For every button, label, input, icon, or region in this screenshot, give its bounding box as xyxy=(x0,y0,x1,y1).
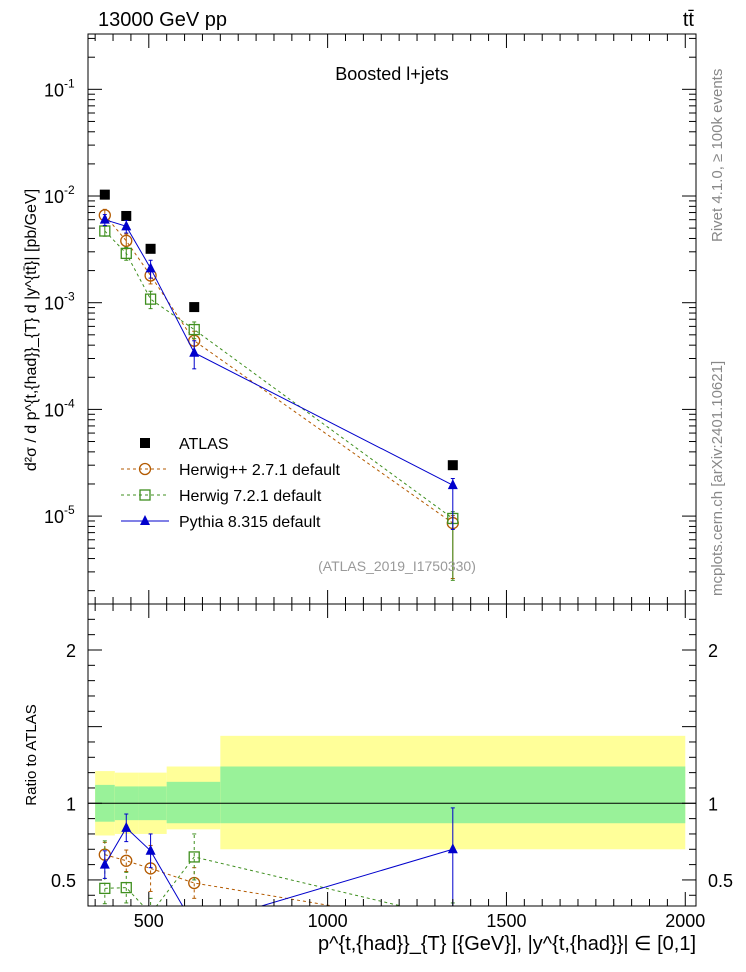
chart-title: Boosted l+jets xyxy=(335,64,449,84)
pythia-8-315-default-ratio-point xyxy=(99,858,110,869)
pythia-8-315-default-ratio-point xyxy=(189,920,199,930)
x-tick-label: 2000 xyxy=(665,911,705,931)
atlas-point xyxy=(121,210,132,221)
ratio-ylabel-group: Ratio to ATLAS xyxy=(23,704,40,805)
legend-marker-atlas xyxy=(140,438,150,448)
pythia-8-315-default-ratio-point xyxy=(145,844,156,855)
rivet-label: Rivet 4.1.0, ≥ 100k events xyxy=(709,69,726,242)
y-tick-label-exponent: -5 xyxy=(64,503,75,517)
ratio-axis-ticks: 0.5 0.5 1 1 2 2 500 1000 1500 2000 xyxy=(51,604,733,931)
pythia-8-315-default-line xyxy=(104,219,454,486)
herwig-7-2-1-default-point xyxy=(144,293,157,305)
main-ylabel: d²σ / d p^{t,{had}}_{T} d |y^{tt̄}| [pb/… xyxy=(23,189,40,471)
legend-marker-pythia-8-315-default xyxy=(140,515,150,525)
atlas-point xyxy=(99,189,110,200)
herwig-7-2-1-default-line xyxy=(104,230,454,519)
pythia-8-315-default-point xyxy=(447,479,458,490)
y-tick-label: 10 xyxy=(44,507,64,527)
ratio-frame xyxy=(87,603,697,907)
ratio-bands xyxy=(88,735,696,850)
y-tick-label: 10 xyxy=(44,400,64,420)
ratio-data-clipped xyxy=(98,807,458,931)
x-tick-label: 1000 xyxy=(308,911,348,931)
y-tick-label: 10 xyxy=(44,187,64,207)
herwig-2-7-1-default-ratio-line xyxy=(104,854,336,906)
pythia-8-315-default-point xyxy=(121,220,132,231)
legend: ATLAS Herwig++ 2.7.1 default Herwig 7.2.1 … xyxy=(121,436,341,531)
legend-label-atlas: ATLAS xyxy=(179,436,229,453)
atlas-point xyxy=(447,460,458,471)
herwig-2-7-1-default-ratio-point xyxy=(120,854,133,867)
main-ylabel-group: d²σ / d p^{t,{had}}_{T} d |y^{tt̄}| [pb/… xyxy=(23,189,40,471)
main-data xyxy=(98,189,459,581)
herwig-7-2-1-default-point xyxy=(120,247,132,260)
herwig-2-7-1-default-ratio-point xyxy=(447,920,458,931)
legend-marker-herwig-2-7-1-default xyxy=(138,462,152,476)
y-tick-label-exponent: -3 xyxy=(64,290,75,304)
ratio-y-tick-label: 1 xyxy=(66,794,76,814)
x-tick-label: 1500 xyxy=(486,911,526,931)
legend-label-herwig-2-7-1-default: Herwig++ 2.7.1 default xyxy=(179,462,341,479)
herwig-7-2-1-default-ratio-point xyxy=(99,882,111,895)
herwig-2-7-1-default-line xyxy=(104,214,454,524)
mcplots-label: mcplots.cern.ch [arXiv:2401.10621] xyxy=(709,361,726,596)
herwig-7-2-1-default-ratio-point xyxy=(188,851,200,863)
herwig-7-2-1-default-ratio-line xyxy=(104,856,404,906)
herwig-7-2-1-default-point xyxy=(188,323,200,336)
legend-label-herwig-7-2-1-default: Herwig 7.2.1 default xyxy=(179,488,322,505)
ratio-ylabel: Ratio to ATLAS xyxy=(23,704,40,805)
main-axis-ticks: 10-510-410-310-210-1 xyxy=(44,34,696,604)
y-tick-label-exponent: -1 xyxy=(64,76,75,90)
herwig-7-2-1-default-point xyxy=(99,225,111,237)
y-tick-label: 10 xyxy=(44,80,64,100)
y-tick-label-exponent: -2 xyxy=(64,183,75,197)
ratio-y-tick-label-right: 0.5 xyxy=(708,871,733,891)
ratio-data xyxy=(98,807,458,931)
pythia-8-315-default-ratio-point xyxy=(447,843,458,854)
ratio-y-tick-label-right: 2 xyxy=(708,641,718,661)
herwig-7-2-1-default-ratio-point xyxy=(120,881,132,894)
x-axis-label: p^{t,{had}}_{T} [{GeV}], |y^{t,{had}}| ∈… xyxy=(318,933,696,955)
y-tick-label-exponent: -4 xyxy=(64,396,75,410)
herwig-2-7-1-default-point xyxy=(120,234,133,247)
atlas-point xyxy=(189,302,200,313)
process-label: tt̄ xyxy=(683,9,695,31)
legend-label-pythia-8-315-default: Pythia 8.315 default xyxy=(179,514,321,531)
x-tick-label: 500 xyxy=(134,911,164,931)
main-panel: 10-510-410-310-210-1 Boosted l+jets (ATL… xyxy=(23,33,697,605)
ratio-band-inner xyxy=(166,781,221,824)
pythia-8-315-default-point xyxy=(189,346,200,357)
pythia-8-315-default-point xyxy=(145,262,156,273)
y-tick-label: 10 xyxy=(44,294,64,314)
pythia-8-315-default-ratio-point xyxy=(121,821,132,832)
ratio-y-tick-label: 0.5 xyxy=(51,871,76,891)
herwig-7-2-1-default-ratio-point xyxy=(448,913,458,923)
energy-label: 13000 GeV pp xyxy=(98,9,227,31)
ratio-panel: 0.5 0.5 1 1 2 2 500 1000 1500 2000 Ratio to ATLAS… xyxy=(23,603,733,955)
watermark: (ATLAS_2019_I1750330) xyxy=(318,558,476,574)
ratio-y-tick-label-right: 1 xyxy=(708,794,718,814)
atlas-point xyxy=(145,243,156,254)
legend-marker-herwig-7-2-1-default xyxy=(139,489,151,501)
pythia-8-315-default-point xyxy=(99,213,110,224)
ratio-y-tick-label: 2 xyxy=(66,641,76,661)
